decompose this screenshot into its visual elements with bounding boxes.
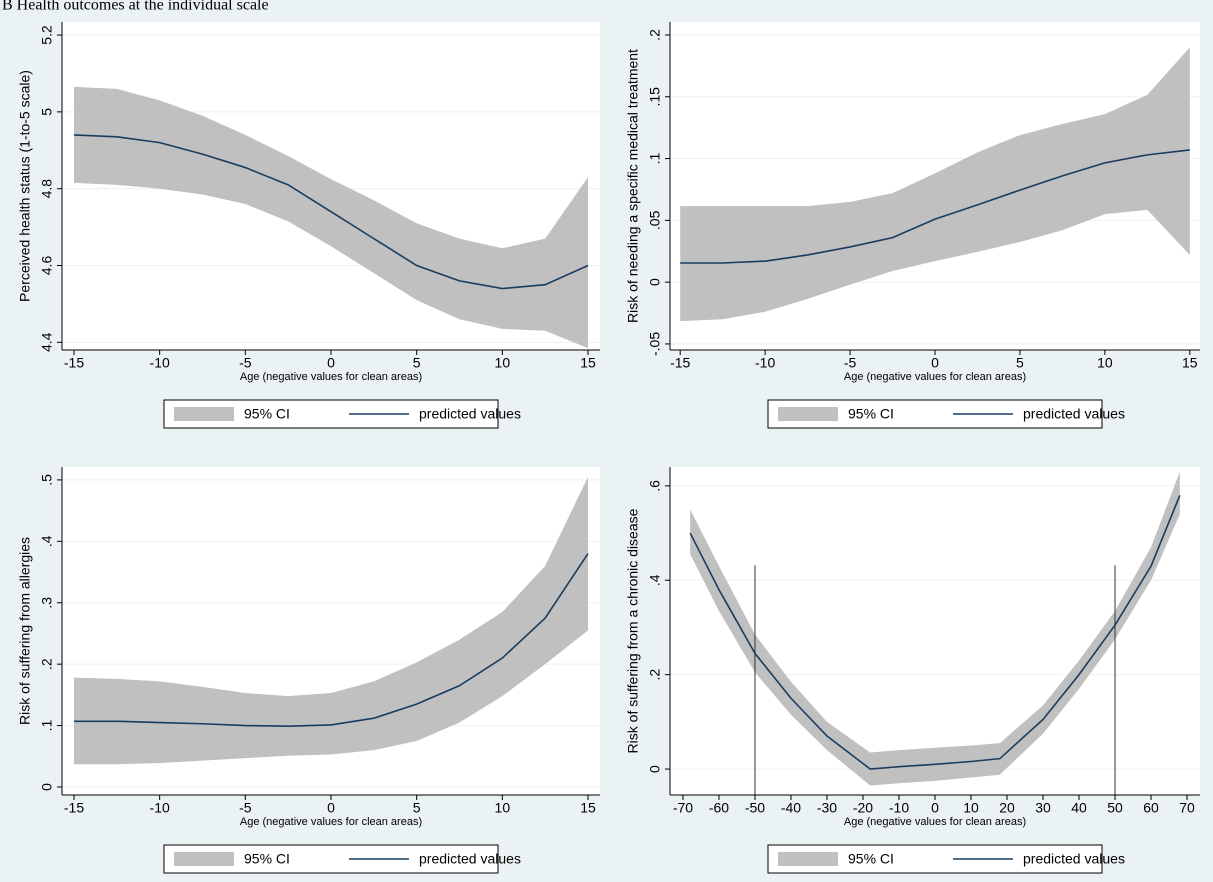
y-tick-label: 4.8 bbox=[39, 179, 55, 199]
y-tick-label: 4.6 bbox=[39, 256, 55, 276]
ci-band bbox=[73, 476, 589, 765]
y-tick-label: 5 bbox=[39, 108, 55, 116]
x-axis-label: Age (negative values for clean areas) bbox=[240, 816, 422, 828]
x-tick-label: -10 bbox=[755, 355, 775, 371]
legend-swatch bbox=[778, 407, 838, 421]
y-axis-label: Risk of suffering from allergies bbox=[17, 537, 33, 725]
y-tick-label: 0 bbox=[647, 765, 663, 773]
y-tick-label: .2 bbox=[647, 29, 663, 41]
x-tick-label: -10 bbox=[150, 355, 170, 371]
x-tick-label: 5 bbox=[413, 800, 421, 816]
x-tick-label: 0 bbox=[327, 800, 335, 816]
y-axis-label: Risk of suffering from a chronic disease bbox=[625, 508, 641, 753]
x-tick-label: -10 bbox=[889, 800, 909, 816]
legend-label: predicted values bbox=[1023, 851, 1125, 867]
x-tick-label: -5 bbox=[239, 800, 252, 816]
x-tick-label: 0 bbox=[931, 800, 939, 816]
x-tick-label: -50 bbox=[745, 800, 765, 816]
x-tick-label: 0 bbox=[931, 355, 939, 371]
y-tick-label: 4.4 bbox=[39, 332, 55, 352]
y-tick-label: 0 bbox=[39, 783, 55, 791]
x-tick-label: 15 bbox=[1182, 355, 1198, 371]
x-tick-label: 70 bbox=[1179, 800, 1195, 816]
predicted-line bbox=[73, 134, 589, 290]
y-axis-label: Perceived health status (1-to-5 scale) bbox=[17, 70, 33, 302]
x-tick-label: -15 bbox=[64, 800, 84, 816]
panel: 0 .2 .4 .6 -70 -60 -50 -40 -30 -20 -10 0 10 20 30 40 50 6… bbox=[625, 467, 1200, 874]
y-tick-label: .1 bbox=[39, 720, 55, 732]
x-tick-label: -15 bbox=[670, 355, 690, 371]
panel: 4.4 4.6 4.8 5 5.2 -15 -10 -5 0 5 10 15 Age (negative… bbox=[17, 22, 600, 429]
y-tick-label: .15 bbox=[647, 87, 663, 107]
x-tick-label: 60 bbox=[1143, 800, 1159, 816]
x-axis-label: Age (negative values for clean areas) bbox=[844, 816, 1026, 828]
legend-label: 95% CI bbox=[848, 406, 894, 422]
predicted-line bbox=[73, 553, 589, 728]
predicted-line bbox=[689, 495, 1181, 770]
x-tick-label: -20 bbox=[853, 800, 873, 816]
x-tick-label: -5 bbox=[239, 355, 252, 371]
x-axis-label: Age (negative values for clean areas) bbox=[240, 371, 422, 383]
x-tick-label: 5 bbox=[1016, 355, 1024, 371]
legend-label: predicted values bbox=[419, 406, 521, 422]
y-tick-label: .6 bbox=[647, 480, 663, 492]
x-tick-label: 10 bbox=[495, 800, 511, 816]
x-tick-label: 10 bbox=[1097, 355, 1113, 371]
x-axis-label: Age (negative values for clean areas) bbox=[844, 371, 1026, 383]
y-tick-label: .2 bbox=[647, 669, 663, 681]
x-tick-label: -10 bbox=[150, 800, 170, 816]
x-tick-label: 40 bbox=[1071, 800, 1087, 816]
x-tick-label: 0 bbox=[327, 355, 335, 371]
predicted-line bbox=[680, 149, 1190, 264]
x-tick-label: 10 bbox=[963, 800, 979, 816]
y-tick-label: .4 bbox=[647, 574, 663, 586]
y-tick-label: .5 bbox=[39, 474, 55, 486]
panel: 0 .1 .2 .3 .4 .5 -15 -10 -5 0 5 10 15 Age (negative v… bbox=[17, 467, 600, 874]
y-tick-label: .4 bbox=[39, 535, 55, 547]
y-tick-label: -.05 bbox=[647, 332, 663, 356]
ci-band bbox=[690, 471, 1180, 786]
legend-swatch bbox=[174, 852, 234, 866]
y-tick-label: .05 bbox=[647, 210, 663, 230]
x-tick-label: 5 bbox=[413, 355, 421, 371]
x-tick-label: 30 bbox=[1035, 800, 1051, 816]
x-tick-label: -5 bbox=[844, 355, 857, 371]
legend-label: predicted values bbox=[419, 851, 521, 867]
x-tick-label: 15 bbox=[580, 800, 596, 816]
legend-label: 95% CI bbox=[244, 851, 290, 867]
legend-swatch bbox=[778, 852, 838, 866]
y-tick-label: 5.2 bbox=[39, 25, 55, 45]
x-tick-label: -70 bbox=[673, 800, 693, 816]
x-tick-label: -30 bbox=[817, 800, 837, 816]
legend-swatch bbox=[174, 407, 234, 421]
y-tick-label: 0 bbox=[647, 278, 663, 286]
figure-title: B Health outcomes at the individual scal… bbox=[2, 0, 269, 14]
x-tick-label: -40 bbox=[781, 800, 801, 816]
ci-band bbox=[680, 47, 1190, 322]
legend-label: 95% CI bbox=[848, 851, 894, 867]
x-tick-label: -15 bbox=[64, 355, 84, 371]
x-tick-label: 50 bbox=[1107, 800, 1123, 816]
y-tick-label: .1 bbox=[647, 153, 663, 165]
x-tick-label: -60 bbox=[709, 800, 729, 816]
y-tick-label: .2 bbox=[39, 658, 55, 670]
x-tick-label: 15 bbox=[580, 355, 596, 371]
legend-label: 95% CI bbox=[244, 406, 290, 422]
y-axis-label: Risk of needing a specific medical treat… bbox=[625, 49, 641, 323]
panel: -.05 0 .05 .1 .15 .2 -15 -10 -5 0 5 10 15 Age (negati… bbox=[625, 22, 1200, 429]
y-tick-label: .3 bbox=[39, 597, 55, 609]
x-tick-label: 10 bbox=[495, 355, 511, 371]
legend-label: predicted values bbox=[1023, 406, 1125, 422]
x-tick-label: 20 bbox=[999, 800, 1015, 816]
ci-band bbox=[73, 86, 589, 349]
